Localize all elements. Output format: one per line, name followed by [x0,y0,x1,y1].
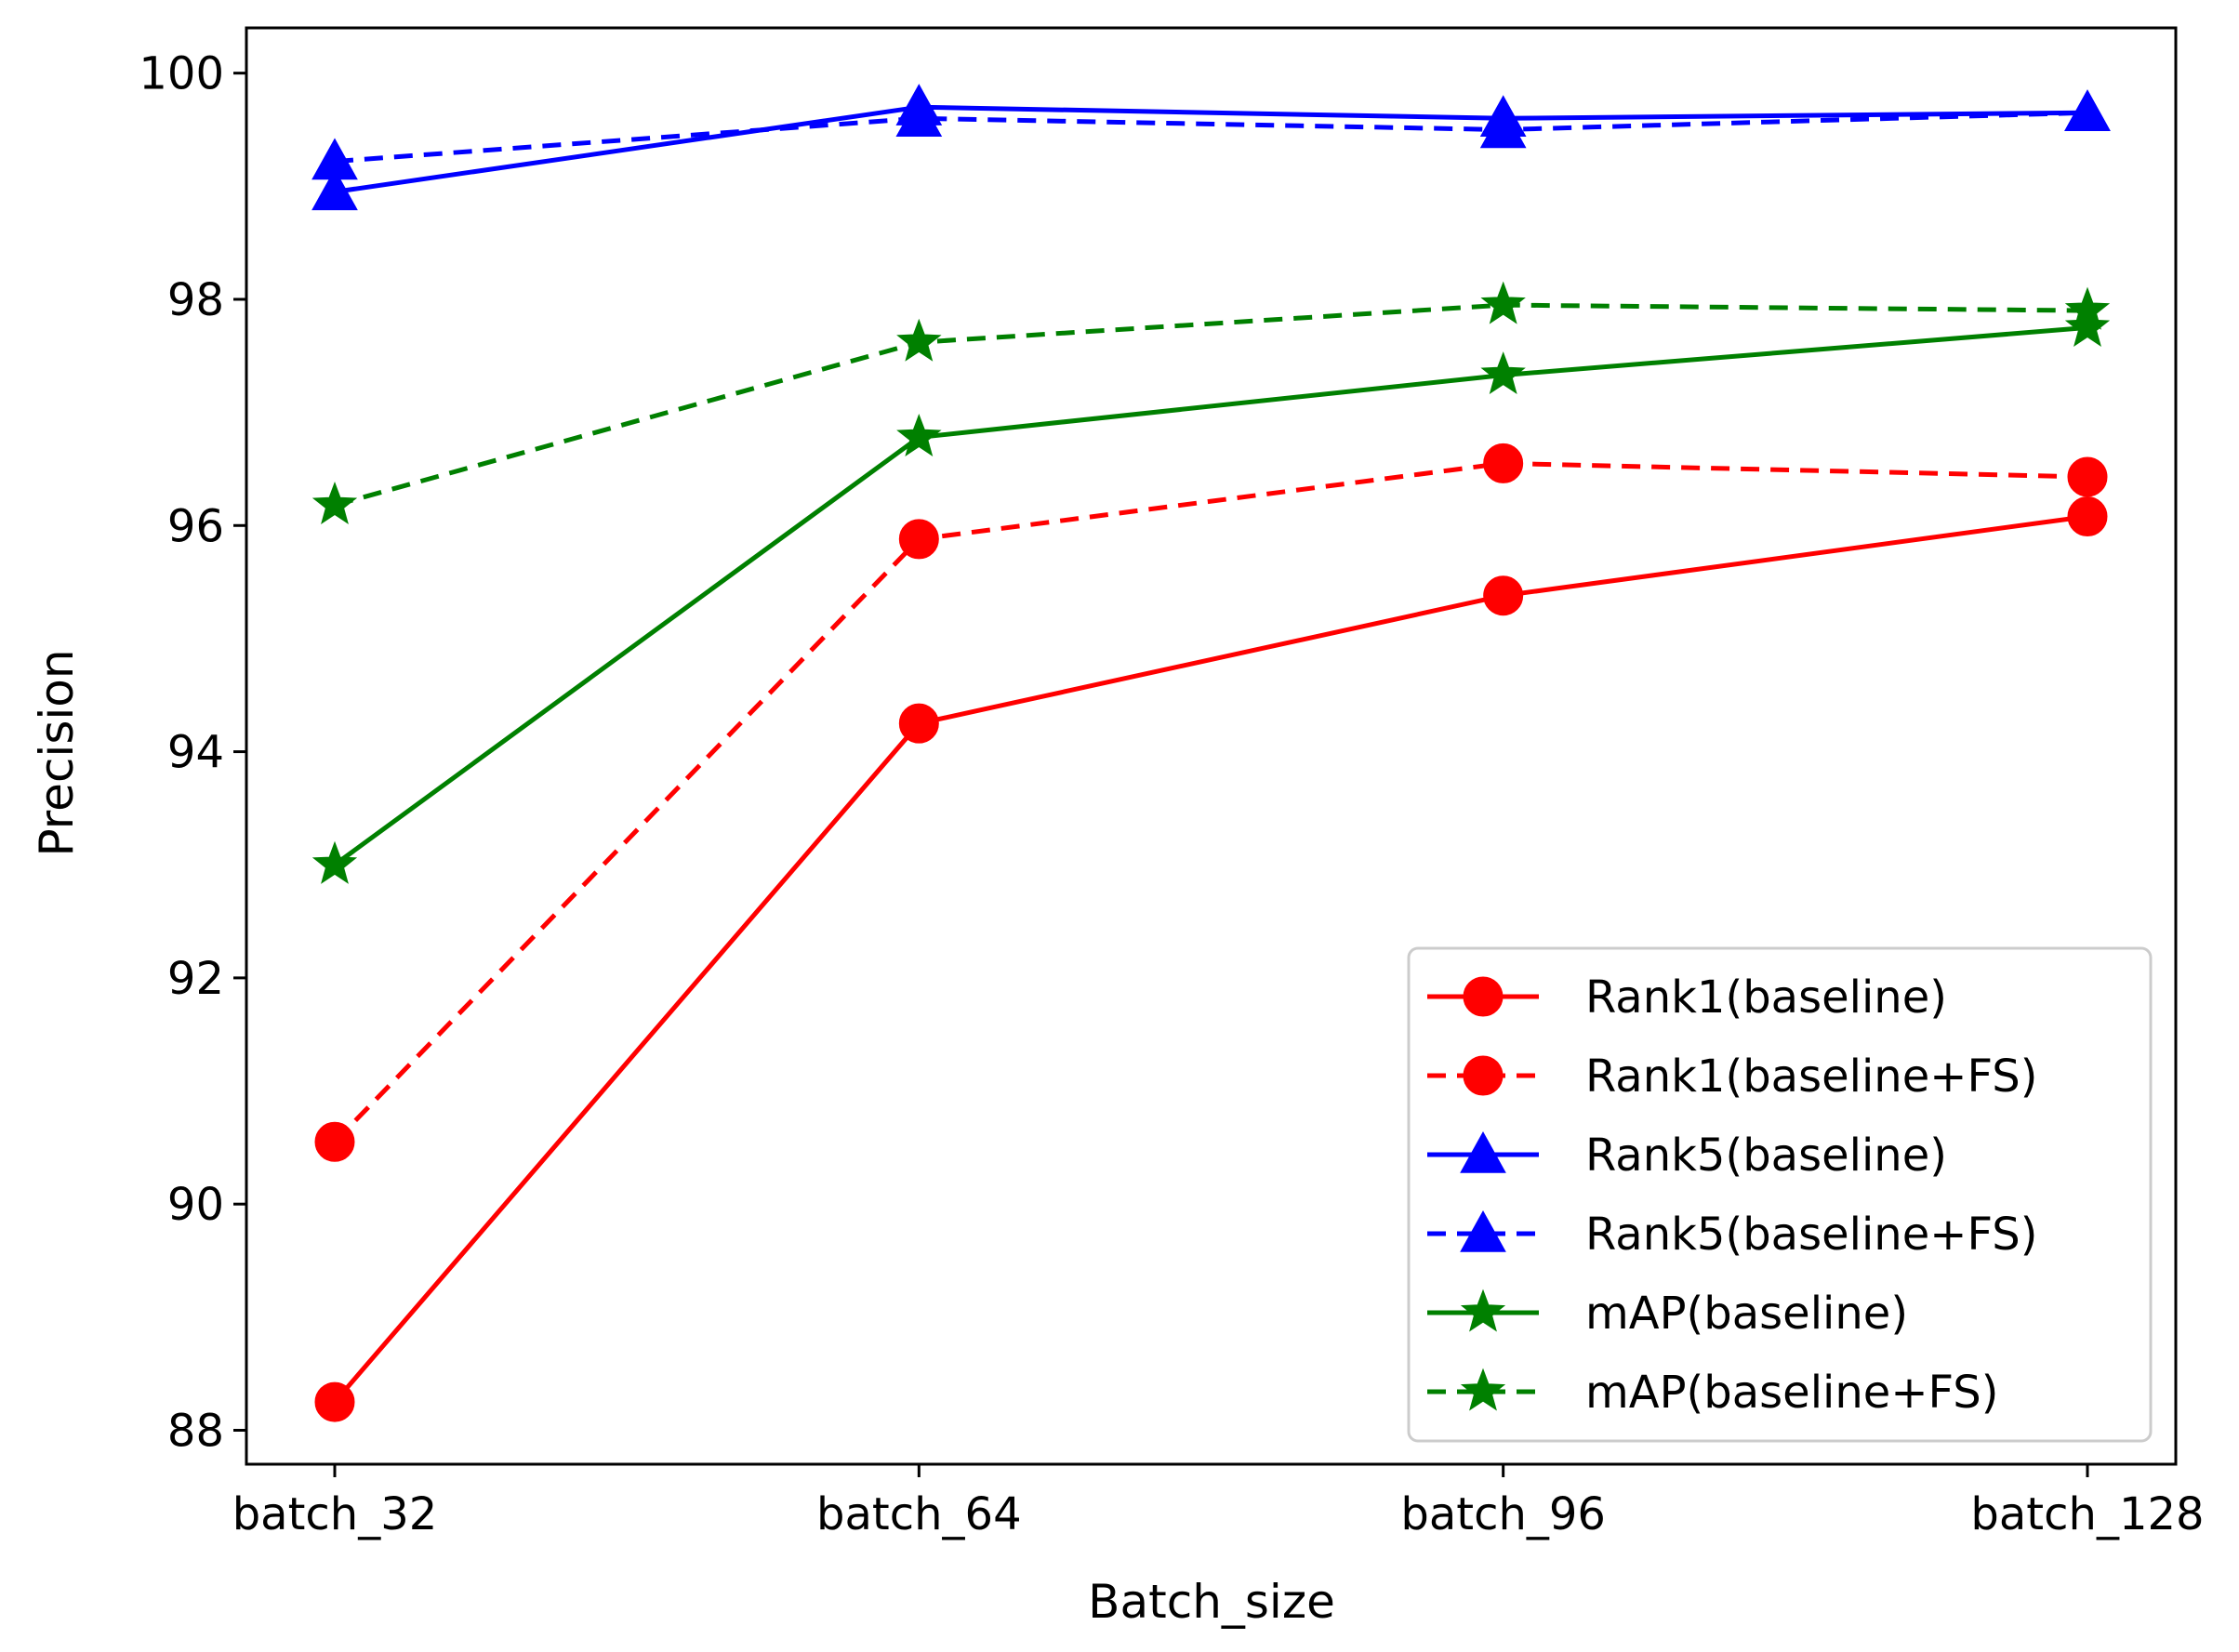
legend-item: mAP(baseline+FS) [1427,1367,1999,1419]
data-point-circle [898,703,939,744]
data-point-star [1480,351,1526,395]
legend-marker [1460,1368,1506,1411]
legend-marker [1460,1209,1506,1252]
series-line [334,110,2088,165]
x-tick-label: batch_96 [1400,1488,1606,1540]
series-1 [314,443,2108,1162]
legend-label: mAP(baseline) [1585,1288,1908,1340]
y-tick-label: 92 [167,953,224,1005]
data-point-triangle [2064,89,2111,131]
legend-marker [1460,1130,1506,1173]
series-line [333,514,2088,1404]
legend-item: Rank5(baseline+FS) [1427,1209,2037,1261]
legend-item: Rank5(baseline) [1427,1130,1947,1182]
legend-item: mAP(baseline) [1427,1288,1908,1340]
plot-frame [245,26,2178,1466]
series-layer [311,84,2111,1422]
y-axis-ticks: 88 90 92 94 96 98 100 [139,48,246,1458]
data-point-star [2064,286,2111,330]
series-0 [314,496,2108,1422]
y-tick-label: 100 [139,48,224,100]
data-point-star [896,318,942,362]
data-point-circle [1483,443,1524,483]
data-point-circle [314,1121,355,1162]
series-line [334,104,2088,194]
data-point-star [2064,303,2111,347]
data-point-star [896,413,942,456]
x-tick-label: batch_128 [1970,1488,2204,1540]
legend: Rank1(baseline) Rank1(baseline+FS) Rank5(b… [1407,946,2153,1443]
series-2 [311,84,2111,211]
series-3 [311,89,2111,180]
series-4 [311,303,2111,884]
data-point-circle [314,1381,355,1422]
data-point-circle [2067,456,2108,497]
x-axis-title: Batch_size [1088,1575,1335,1629]
legend-label: Rank1(baseline+FS) [1585,1051,2037,1103]
series-5 [311,281,2111,524]
y-tick-label: 88 [167,1406,224,1458]
series-line [333,324,2088,867]
data-point-circle [1483,575,1524,616]
series-line [333,460,2088,1144]
legend-marker [1463,976,1504,1017]
legend-label: Rank5(baseline) [1585,1130,1947,1182]
y-tick-label: 90 [167,1179,224,1231]
series-line [334,302,2088,508]
data-point-star [1480,281,1526,324]
y-tick-label: 96 [167,500,224,552]
data-point-triangle [311,168,358,211]
data-point-star [311,840,358,884]
x-axis-ticks: batch_32 batch_64 batch_96 batch_128 [232,1464,2205,1540]
data-point-circle [898,519,939,560]
legend-marker [1463,1055,1504,1096]
y-tick-label: 94 [167,727,224,779]
data-point-triangle [311,138,358,180]
data-point-circle [2067,496,2108,537]
x-tick-label: batch_32 [232,1488,438,1540]
data-point-triangle [895,95,943,138]
data-point-star [311,481,358,524]
legend-item: Rank1(baseline+FS) [1427,1051,2037,1103]
legend-marker [1460,1289,1506,1332]
y-axis-title: Precision [30,649,84,856]
legend-item: Rank1(baseline) [1427,971,1947,1024]
y-tick-label: 98 [167,274,224,326]
legend-label: Rank1(baseline) [1585,971,1947,1024]
legend-label: Rank5(baseline+FS) [1585,1209,2037,1261]
legend-box [1407,946,2153,1443]
x-tick-label: batch_64 [816,1488,1022,1540]
legend-label: mAP(baseline+FS) [1585,1367,1999,1419]
data-point-triangle [1479,106,1527,149]
plot-area [245,26,2178,1466]
